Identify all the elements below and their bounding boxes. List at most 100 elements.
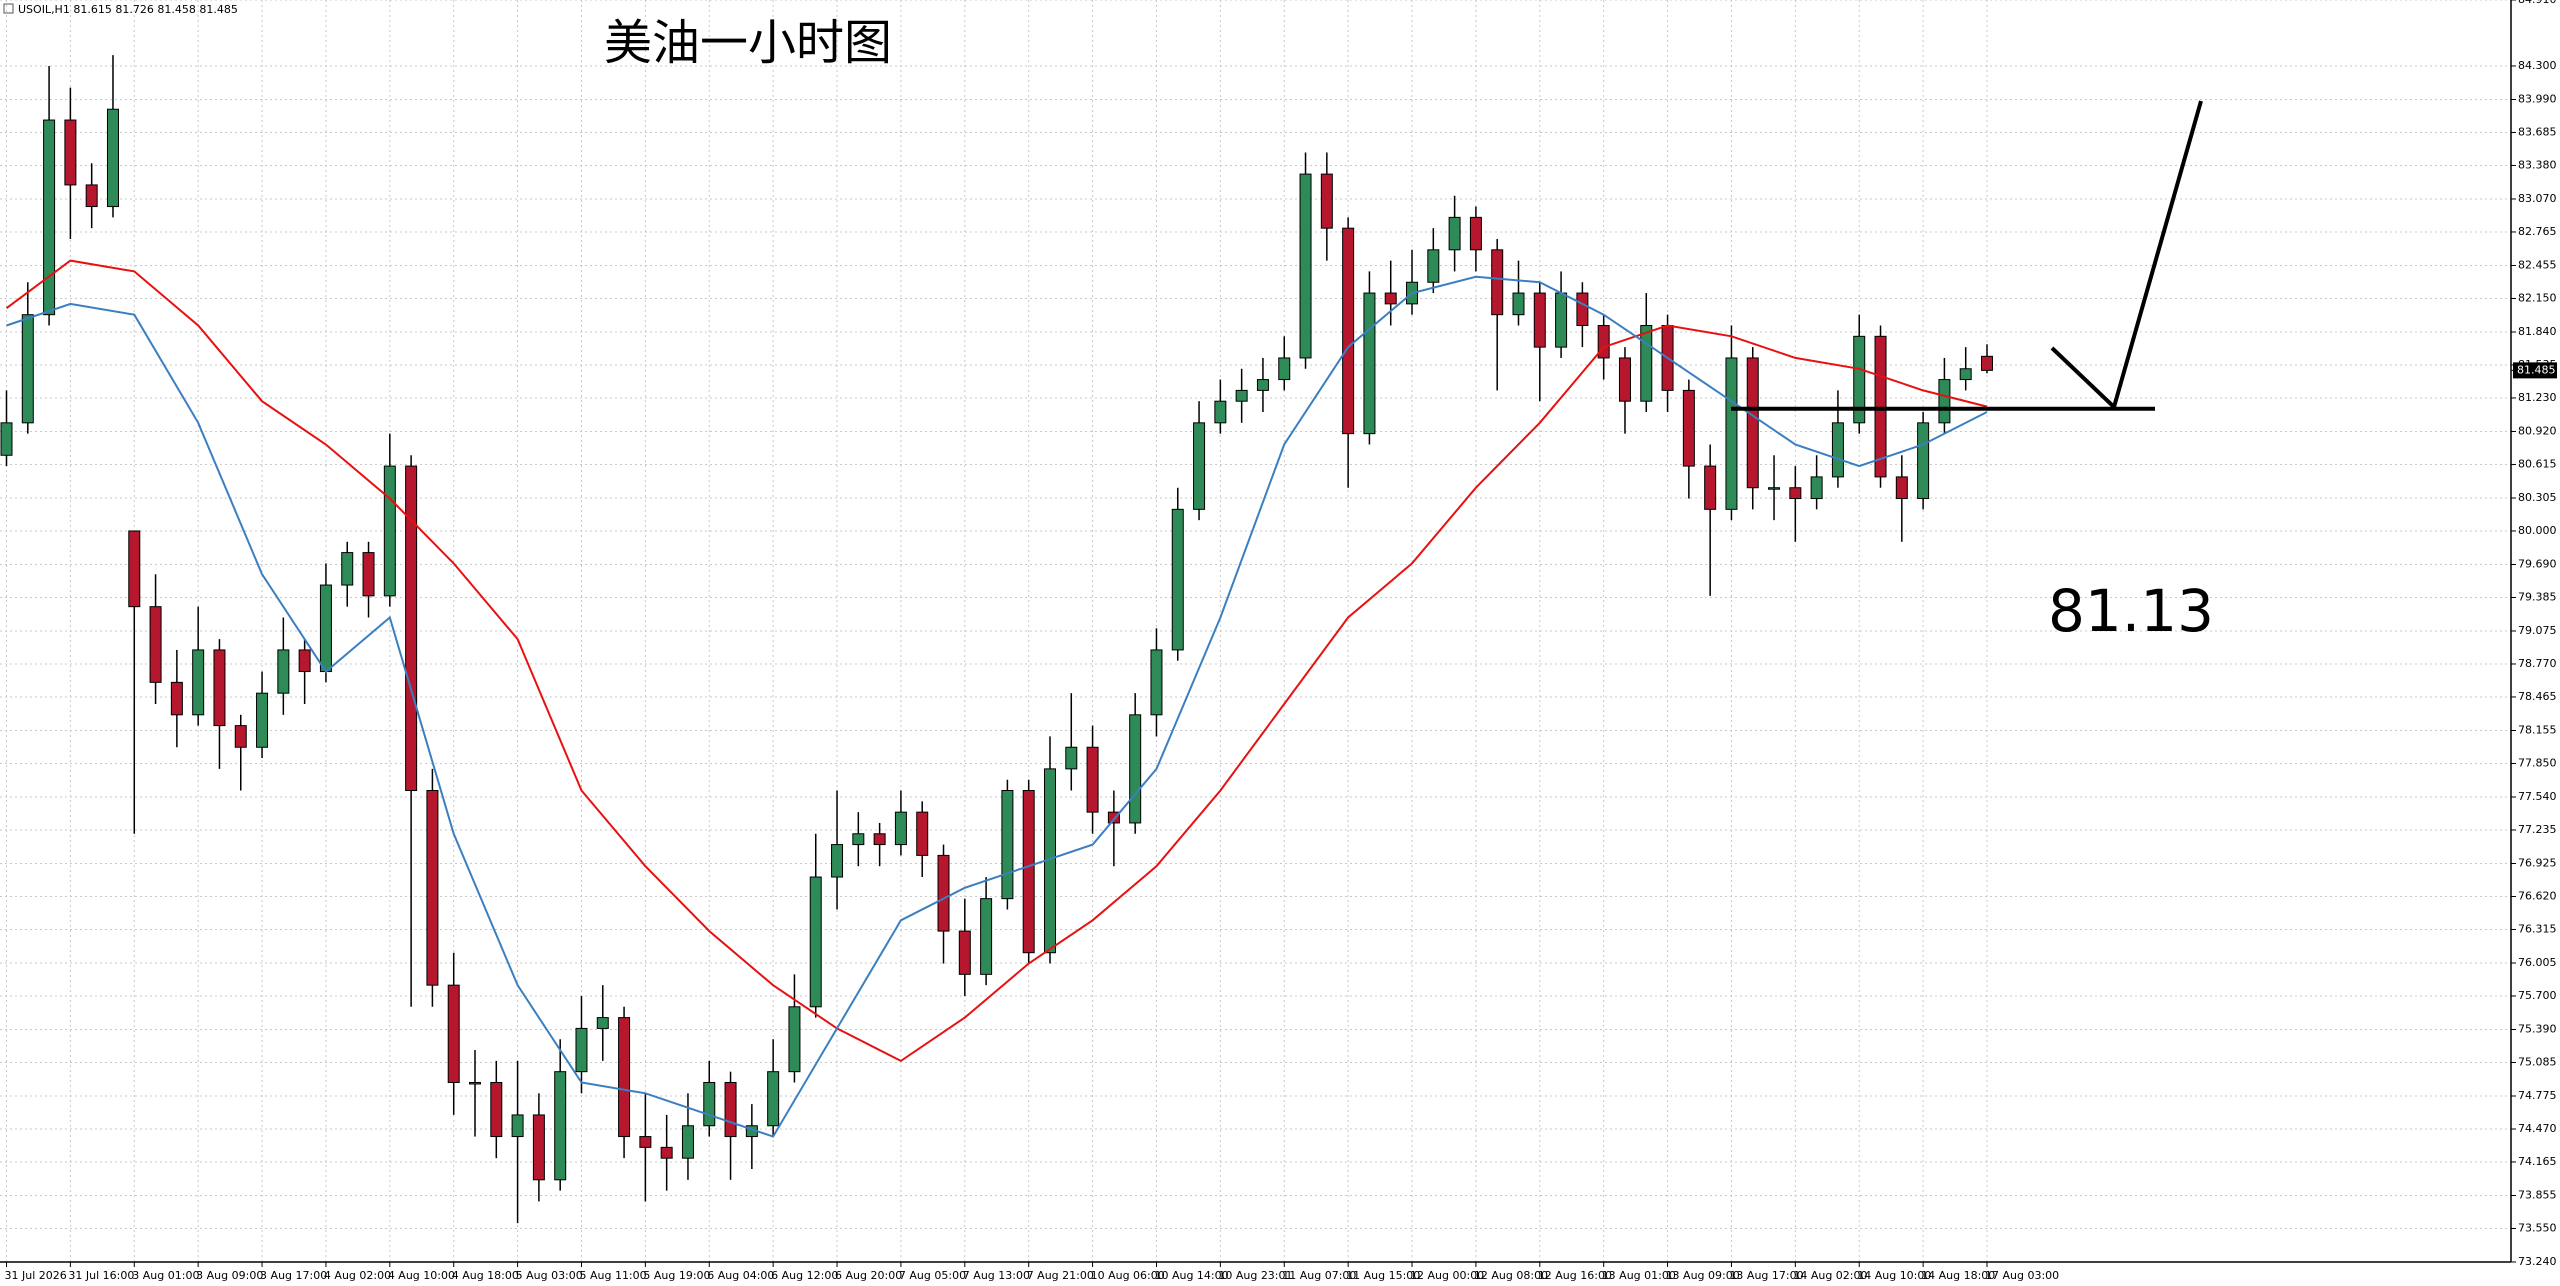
y-tick-label: 75.390 xyxy=(2518,1022,2557,1035)
moving-average xyxy=(5,259,1988,1063)
candle-body xyxy=(447,984,460,1083)
candle-body xyxy=(1235,389,1248,402)
y-tick-label: 83.380 xyxy=(2518,158,2557,171)
candle-body xyxy=(809,876,822,1008)
candle-body xyxy=(1746,357,1759,489)
header-text: USOIL,H1 81.615 81.726 81.458 81.485 xyxy=(18,3,238,16)
x-tick-label: 31 Jul 2026 xyxy=(5,1269,67,1282)
y-tick-label: 73.855 xyxy=(2518,1188,2557,1201)
x-tick-label: 12 Aug 16:00 xyxy=(1538,1269,1612,1282)
candle-body xyxy=(1256,379,1269,391)
candle-body xyxy=(21,314,34,424)
y-tick-label: 83.990 xyxy=(2518,92,2557,105)
candle-body xyxy=(1981,355,1993,371)
candle-body xyxy=(192,649,205,716)
candle-body xyxy=(575,1027,588,1073)
chart-title: 美油一小时图 xyxy=(604,15,892,71)
y-tick-label: 79.690 xyxy=(2518,557,2557,570)
x-tick-label: 12 Aug 08:00 xyxy=(1474,1269,1548,1282)
candle-body xyxy=(1640,325,1653,402)
y-tick-label: 82.150 xyxy=(2518,291,2557,304)
candle-body xyxy=(1342,227,1355,435)
y-tick-label: 74.775 xyxy=(2518,1089,2557,1102)
y-tick-label: 82.765 xyxy=(2518,225,2557,238)
candle-body xyxy=(554,1071,567,1181)
candle-body xyxy=(1853,335,1866,424)
candle-body xyxy=(1469,216,1482,251)
candle-body xyxy=(1107,811,1120,824)
y-tick-label: 78.155 xyxy=(2518,723,2557,736)
candle-body xyxy=(213,649,226,727)
x-tick-label: 5 Aug 11:00 xyxy=(579,1269,646,1282)
candle-body xyxy=(298,649,311,673)
candle-body xyxy=(277,649,290,694)
candle-body xyxy=(1512,292,1525,316)
x-tick-label: 3 Aug 09:00 xyxy=(196,1269,263,1282)
y-tick-label: 74.470 xyxy=(2518,1122,2557,1135)
candle-body xyxy=(319,584,332,673)
candle-body xyxy=(1533,292,1546,348)
x-tick-label: 6 Aug 12:00 xyxy=(771,1269,838,1282)
x-tick-label: 5 Aug 03:00 xyxy=(516,1269,583,1282)
candle-body xyxy=(1384,292,1397,305)
y-tick-label: 79.075 xyxy=(2518,624,2557,637)
x-tick-label: 10 Aug 23:01 xyxy=(1218,1269,1292,1282)
y-tick-label: 80.000 xyxy=(2518,524,2557,537)
open: 81.615 xyxy=(73,3,112,16)
x-tick-label: 6 Aug 20:00 xyxy=(835,1269,902,1282)
candle-body xyxy=(532,1114,545,1181)
x-tick-label: 11 Aug 15:00 xyxy=(1346,1269,1420,1282)
y-tick-label: 80.305 xyxy=(2518,491,2557,504)
header: USOIL,H1 81.615 81.726 81.458 81.485 xyxy=(3,3,238,16)
candle-body xyxy=(788,1006,801,1073)
x-tick-label: 4 Aug 02:00 xyxy=(324,1269,391,1282)
candle-body xyxy=(1278,357,1291,381)
candle-body xyxy=(1129,714,1142,824)
header-icon xyxy=(3,3,14,14)
y-tick-label: 76.315 xyxy=(2518,922,2557,935)
candle-body xyxy=(511,1114,524,1138)
y-tick-label: 78.770 xyxy=(2518,657,2557,670)
x-tick-label: 3 Aug 01:00 xyxy=(132,1269,199,1282)
x-tick-label: 10 Aug 14:00 xyxy=(1154,1269,1228,1282)
x-tick-label: 14 Aug 02:00 xyxy=(1793,1269,1867,1282)
x-tick-label: 7 Aug 21:00 xyxy=(1027,1269,1094,1282)
candle-body xyxy=(1704,465,1717,510)
candle-body xyxy=(639,1136,652,1148)
candle-body xyxy=(724,1081,737,1138)
close: 81.485 xyxy=(199,3,238,16)
x-tick-label: 5 Aug 19:00 xyxy=(643,1269,710,1282)
y-tick-label: 77.235 xyxy=(2518,823,2557,836)
y-tick-label: 76.620 xyxy=(2518,889,2557,902)
y-tick-label: 76.005 xyxy=(2518,956,2557,969)
y-tick-label: 84.300 xyxy=(2518,59,2557,72)
candle-body xyxy=(596,1017,609,1029)
x-tick-label: 17 Aug 03:00 xyxy=(1985,1269,2059,1282)
y-tick-label: 77.540 xyxy=(2518,790,2557,803)
candle-body xyxy=(170,681,183,716)
candle-body xyxy=(873,833,886,846)
candle-body xyxy=(1725,357,1738,510)
candle-body xyxy=(1065,746,1078,770)
y-tick-label: 81.230 xyxy=(2518,391,2557,404)
candle-body xyxy=(1768,487,1781,490)
candle-body xyxy=(405,465,418,792)
y-tick-label: 83.070 xyxy=(2518,192,2557,205)
candle-body xyxy=(1576,292,1589,327)
candle-body xyxy=(1810,476,1823,500)
y-tick-label: 75.700 xyxy=(2518,989,2557,1002)
candle-body xyxy=(980,898,993,975)
candle-body xyxy=(916,811,929,856)
candle-body xyxy=(1938,379,1951,424)
x-tick-label: 7 Aug 13:00 xyxy=(963,1269,1030,1282)
candle-body xyxy=(1618,357,1631,402)
y-tick-label: 84.910 xyxy=(2518,0,2557,6)
candle-body xyxy=(1171,508,1184,651)
y-tick-label: 80.920 xyxy=(2518,424,2557,437)
candle-body xyxy=(1022,790,1035,954)
candle-body xyxy=(43,119,56,316)
y-tick-label: 77.850 xyxy=(2518,756,2557,769)
arrow-sketch xyxy=(2050,100,2203,411)
